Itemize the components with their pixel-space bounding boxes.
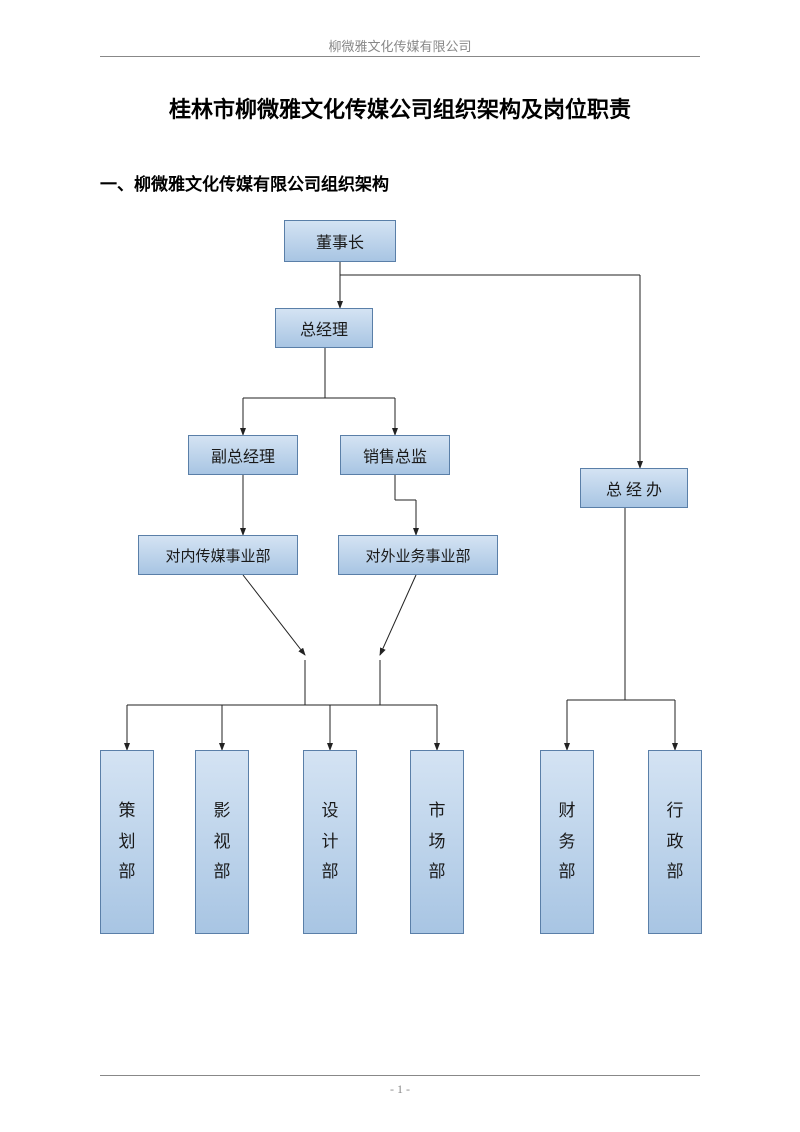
page-number: - 1 - (390, 1082, 410, 1097)
node-chairman: 董事长 (284, 220, 396, 262)
node-design: 设计部 (303, 750, 357, 934)
node-finance: 财务部 (540, 750, 594, 934)
node-gm: 总经理 (275, 308, 373, 348)
section-heading: 一、柳微雅文化传媒有限公司组织架构 (100, 170, 389, 195)
node-deputy-gm: 副总经理 (188, 435, 298, 475)
node-gm-office: 总 经 办 (580, 468, 688, 508)
node-external-biz: 对外业务事业部 (338, 535, 498, 575)
page-header: 柳微雅文化传媒有限公司 (328, 36, 471, 55)
node-admin: 行政部 (648, 750, 702, 934)
node-sales-dir: 销售总监 (340, 435, 450, 475)
page-title: 桂林市柳微雅文化传媒公司组织架构及岗位职责 (169, 92, 631, 124)
node-internal-media: 对内传媒事业部 (138, 535, 298, 575)
org-chart: 董事长 总经理 副总经理 销售总监 总 经 办 对内传媒事业部 对外业务事业部 … (0, 220, 800, 1040)
node-market: 市场部 (410, 750, 464, 934)
node-video: 影视部 (195, 750, 249, 934)
header-rule (100, 56, 700, 57)
node-planning: 策划部 (100, 750, 154, 934)
footer-rule (100, 1075, 700, 1076)
